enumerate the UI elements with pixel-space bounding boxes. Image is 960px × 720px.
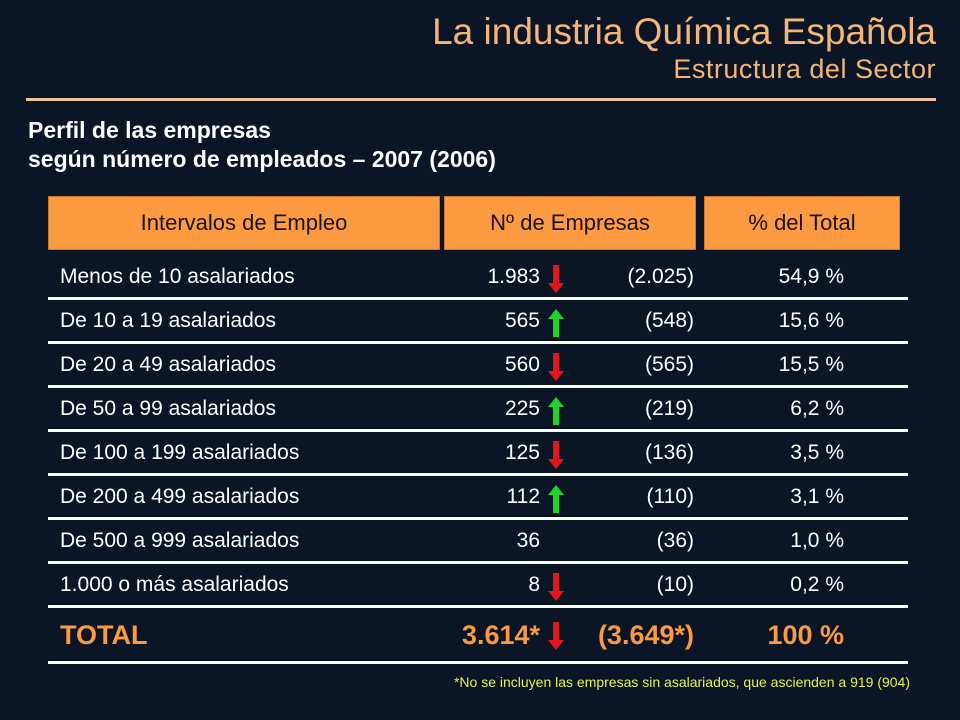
percent-total: 3,1 %	[790, 485, 844, 508]
percent-total: 15,6 %	[778, 309, 844, 332]
percent-total: 6,2 %	[790, 397, 844, 420]
row-label: De 20 a 49 asalariados	[60, 353, 276, 376]
previous-count: (3.649*)	[597, 620, 694, 650]
company-count: 560	[504, 353, 540, 376]
row-label: De 10 a 19 asalariados	[60, 309, 276, 332]
up-arrow-icon	[548, 397, 564, 425]
down-arrow-icon	[548, 353, 564, 381]
percent-total: 15,5 %	[778, 353, 844, 376]
company-count: 125	[504, 441, 540, 464]
previous-count: (10)	[656, 573, 694, 596]
row-label: De 200 a 499 asalariados	[60, 485, 300, 508]
percent-total: 0,2 %	[790, 573, 844, 596]
previous-count: (136)	[644, 441, 694, 464]
column-header-percent: % del Total	[704, 196, 900, 250]
previous-count: (36)	[656, 529, 694, 552]
company-count: 36	[516, 529, 540, 552]
row-label: De 500 a 999 asalariados	[60, 529, 300, 552]
table-row: Menos de 10 asalariados 1.983 (2.025) 54,9 …	[48, 256, 908, 300]
section-heading-line1: Perfil de las empresas	[28, 117, 271, 143]
down-arrow-icon	[548, 265, 564, 293]
previous-count: (565)	[644, 353, 694, 376]
previous-count: (2.025)	[627, 265, 694, 288]
table-body: Menos de 10 asalariados 1.983 (2.025) 54,9 …	[48, 256, 908, 664]
up-arrow-icon	[548, 309, 564, 337]
table-row: De 20 a 49 asalariados 560 (565) 15,5 %	[48, 344, 908, 388]
down-arrow-icon	[548, 622, 564, 650]
row-label: De 100 a 199 asalariados	[60, 441, 300, 464]
table-row: De 500 a 999 asalariados 36 (36) 1,0 %	[48, 520, 908, 564]
table-row: De 10 a 19 asalariados 565 (548) 15,6 %	[48, 300, 908, 344]
table-row-total: TOTAL 3.614* (3.649*) 100 %	[48, 608, 908, 664]
divider	[26, 98, 936, 101]
table-row: De 100 a 199 asalariados 125 (136) 3,5 %	[48, 432, 908, 476]
row-label: Menos de 10 asalariados	[60, 265, 295, 288]
table-row: De 200 a 499 asalariados 112 (110) 3,1 %	[48, 476, 908, 520]
percent-total: 3,5 %	[790, 441, 844, 464]
no-change-icon	[548, 529, 564, 557]
section-heading: Perfil de las empresas según número de e…	[28, 116, 496, 174]
percent-total: 1,0 %	[790, 529, 844, 552]
page-title: La industria Química Española	[432, 11, 936, 52]
down-arrow-icon	[548, 441, 564, 469]
company-count: 112	[506, 485, 540, 508]
section-heading-line2: según número de empleados – 2007 (2006)	[28, 146, 496, 172]
previous-count: (548)	[644, 309, 694, 332]
column-header-companies: Nº de Empresas	[444, 196, 696, 250]
percent-total: 54,9 %	[778, 265, 844, 288]
table-header: Intervalos de Empleo Nº de Empresas % de…	[48, 196, 908, 252]
employment-table: Intervalos de Empleo Nº de Empresas % de…	[48, 196, 908, 664]
previous-count: (110)	[646, 485, 694, 508]
up-arrow-icon	[548, 485, 564, 513]
column-header-intervals: Intervalos de Empleo	[48, 196, 440, 250]
company-count: 1.983	[487, 265, 540, 288]
percent-total: 100 %	[767, 620, 844, 650]
row-label: De 50 a 99 asalariados	[60, 397, 276, 420]
company-count: 225	[504, 397, 540, 420]
row-label: 1.000 o más asalariados	[60, 573, 289, 596]
page-subtitle: Estructura del Sector	[673, 54, 936, 84]
company-count: 8	[528, 573, 540, 596]
table-row: De 50 a 99 asalariados 225 (219) 6,2 %	[48, 388, 908, 432]
company-count: 565	[504, 309, 540, 332]
down-arrow-icon	[548, 573, 564, 601]
table-row: 1.000 o más asalariados 8 (10) 0,2 %	[48, 564, 908, 608]
previous-count: (219)	[644, 397, 694, 420]
title-block: La industria Química Española Estructura…	[432, 10, 936, 84]
row-label: TOTAL	[60, 620, 148, 650]
company-count: 3.614*	[461, 620, 540, 650]
footnote: *No se incluyen las empresas sin asalari…	[453, 674, 910, 690]
